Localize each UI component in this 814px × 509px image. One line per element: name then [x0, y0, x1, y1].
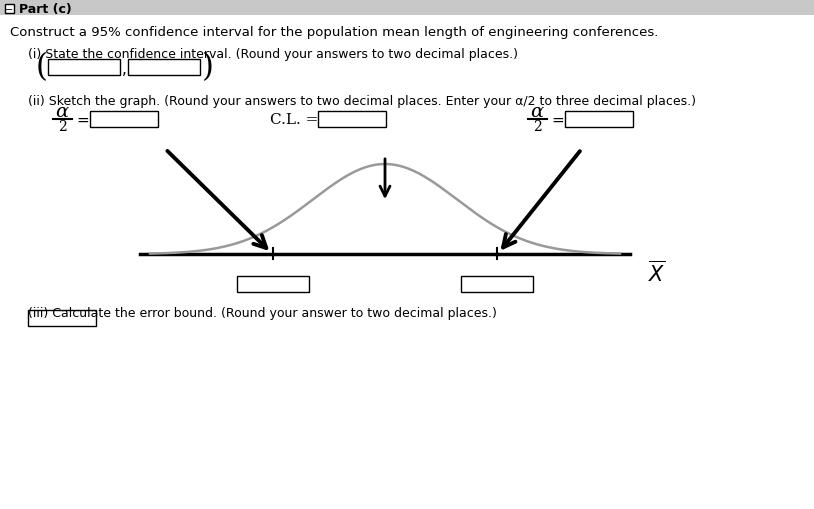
- Bar: [318, 112, 386, 128]
- Text: α: α: [55, 103, 68, 121]
- Bar: [28, 310, 96, 326]
- Text: ): ): [202, 52, 214, 83]
- Text: =: =: [551, 112, 564, 127]
- Text: C.L. =: C.L. =: [270, 113, 318, 127]
- Bar: [48, 60, 120, 76]
- Text: ,: ,: [122, 62, 127, 76]
- Bar: [461, 276, 532, 293]
- Bar: [128, 60, 200, 76]
- Text: −: −: [6, 5, 14, 14]
- Text: Construct a 95% confidence interval for the population mean length of engineerin: Construct a 95% confidence interval for …: [10, 26, 659, 39]
- Text: (ii) Sketch the graph. (Round your answers to two decimal places. Enter your α/2: (ii) Sketch the graph. (Round your answe…: [28, 95, 696, 108]
- Bar: [238, 276, 309, 293]
- Text: (i) State the confidence interval. (Round your answers to two decimal places.): (i) State the confidence interval. (Roun…: [28, 48, 518, 61]
- Bar: [90, 112, 158, 128]
- Bar: [565, 112, 633, 128]
- Text: 2: 2: [533, 120, 542, 134]
- Bar: [0, 0, 814, 16]
- Text: 2: 2: [58, 120, 67, 134]
- Text: (: (: [36, 52, 48, 83]
- Text: (iii) Calculate the error bound. (Round your answer to two decimal places.): (iii) Calculate the error bound. (Round …: [28, 306, 497, 319]
- Text: Part (c): Part (c): [19, 3, 72, 15]
- Text: α: α: [530, 103, 543, 121]
- Text: $\overline{X}$: $\overline{X}$: [648, 260, 666, 285]
- Bar: [5, 5, 14, 14]
- Text: =: =: [76, 112, 89, 127]
